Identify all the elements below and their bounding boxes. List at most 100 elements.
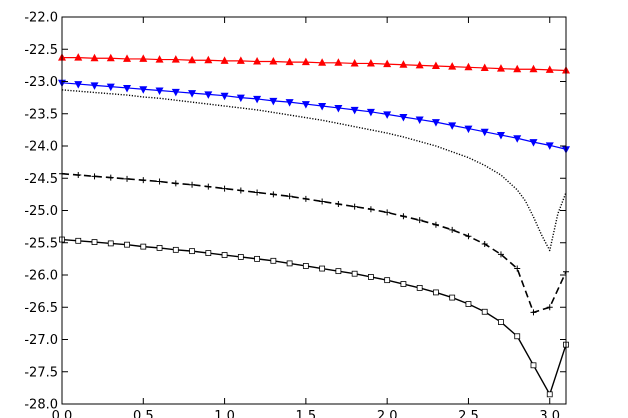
data-point — [529, 139, 538, 147]
y-tick-label: -26.5 — [24, 301, 58, 316]
data-point — [545, 65, 554, 73]
data-point — [253, 95, 262, 104]
data-point — [530, 309, 537, 316]
data-point — [236, 56, 245, 64]
data-point — [75, 172, 82, 179]
data-point — [204, 55, 213, 64]
data-point — [106, 53, 115, 62]
data-point — [350, 58, 359, 67]
data-point — [399, 113, 408, 122]
data-point — [302, 195, 309, 202]
data-point — [236, 94, 245, 103]
data-point — [270, 257, 277, 264]
data-point — [172, 246, 179, 253]
data-point — [285, 57, 294, 66]
data-point — [140, 177, 147, 184]
y-tick-label: -24.5 — [24, 172, 58, 187]
data-point — [449, 226, 456, 233]
data-point — [546, 304, 553, 311]
data-point — [415, 116, 424, 125]
data-point — [496, 132, 505, 140]
series-line — [61, 89, 567, 252]
series-black-dotted — [61, 89, 567, 252]
data-point — [366, 58, 375, 67]
data-point — [448, 122, 457, 130]
data-point — [319, 265, 326, 272]
y-tick-label: -23.0 — [24, 75, 58, 90]
data-point — [514, 333, 521, 340]
data-point — [481, 241, 488, 248]
data-point — [529, 64, 538, 73]
data-point — [497, 251, 504, 258]
data-point — [351, 270, 358, 277]
data-point — [139, 86, 148, 94]
data-point — [301, 57, 310, 66]
data-point — [350, 106, 359, 115]
data-point — [253, 57, 262, 65]
data-point — [318, 103, 327, 111]
data-point — [384, 277, 391, 284]
y-tick-label: -27.0 — [24, 333, 58, 348]
data-point — [106, 83, 115, 92]
data-point — [464, 62, 473, 71]
data-point — [384, 209, 391, 216]
data-point — [124, 241, 130, 248]
data-point — [123, 84, 132, 93]
y-tick-label: -25.0 — [24, 204, 58, 219]
series-black-solid-square — [59, 236, 569, 398]
data-point — [319, 198, 326, 205]
axes-layer: -22.0 -22.5 -23.0 -23.5 -24.0 -24.5 -25.0 -25.5… — [24, 11, 566, 418]
data-point — [301, 101, 310, 109]
series-line — [61, 238, 567, 396]
y-tick-label: -24.0 — [24, 140, 58, 155]
data-point — [496, 64, 505, 72]
data-point — [449, 294, 456, 301]
y-tick-label: -22.0 — [24, 11, 58, 26]
data-point — [254, 255, 260, 262]
data-point — [205, 183, 212, 190]
data-point — [399, 60, 408, 68]
data-point — [269, 97, 278, 106]
data-point — [481, 308, 488, 315]
x-tick-label: 2.5 — [458, 409, 479, 418]
series-blue-triangle-down — [58, 79, 570, 154]
data-point — [90, 82, 99, 90]
data-point — [433, 289, 439, 296]
data-point — [432, 221, 439, 228]
data-point — [400, 213, 407, 220]
data-point — [172, 180, 179, 187]
data-point — [237, 254, 244, 260]
data-point — [302, 263, 309, 269]
data-point — [156, 178, 163, 185]
data-point — [139, 54, 148, 62]
data-point — [221, 185, 228, 192]
data-point — [546, 391, 553, 398]
data-point — [480, 63, 489, 71]
y-tick-label: -26.0 — [24, 269, 58, 284]
y-tick-label: -27.5 — [24, 365, 58, 380]
data-point — [335, 268, 342, 275]
y-tick-label: -23.5 — [24, 107, 58, 122]
data-point — [530, 362, 537, 369]
data-point — [91, 239, 98, 246]
data-point — [366, 108, 375, 117]
data-point — [416, 284, 423, 291]
data-point — [431, 61, 440, 70]
data-point — [171, 88, 180, 97]
data-point — [189, 248, 195, 255]
series-line — [61, 82, 567, 150]
y-tick-label: -22.5 — [24, 43, 58, 58]
x-tick-label: 1.5 — [296, 409, 317, 418]
data-point — [220, 56, 229, 64]
data-point — [480, 128, 489, 137]
x-tick-label: 0.0 — [52, 409, 73, 418]
data-point — [221, 252, 228, 258]
y-tick-label: -25.5 — [24, 236, 58, 251]
x-tick-label: 3.0 — [539, 409, 560, 418]
data-point — [334, 58, 343, 66]
data-point — [237, 187, 244, 194]
data-point — [155, 55, 164, 63]
series-line — [61, 172, 567, 314]
data-point — [431, 119, 440, 127]
data-point — [400, 281, 407, 287]
